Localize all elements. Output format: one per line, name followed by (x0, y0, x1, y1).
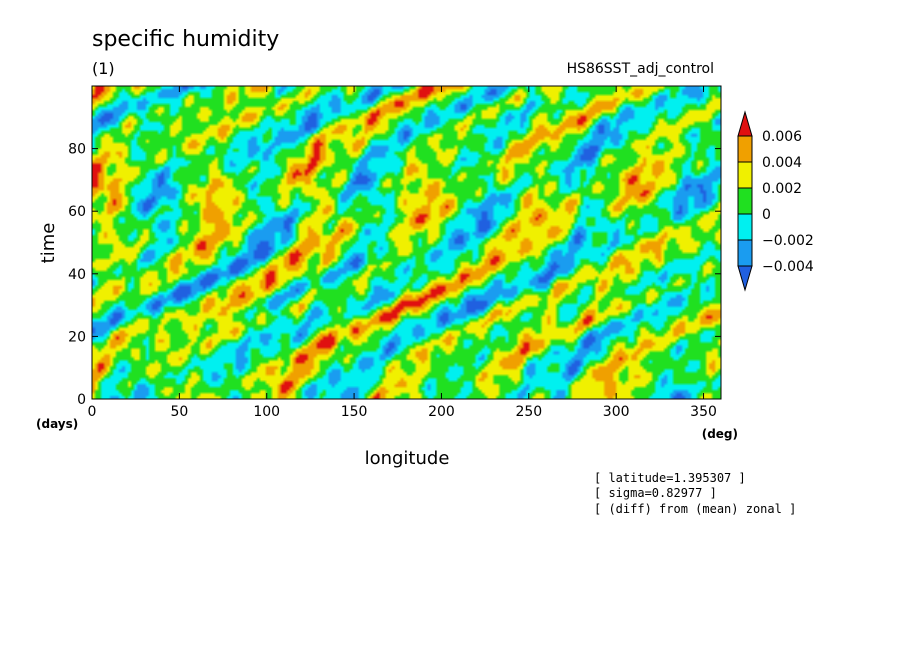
x-tick-label: 200 (428, 404, 455, 420)
colorbar-max-arrow (737, 110, 753, 137)
colorbar-level-label: −0.002 (762, 233, 814, 249)
x-tick-label: 350 (690, 404, 717, 420)
chart-subtitle: (1) (92, 59, 115, 78)
field-raster (92, 86, 721, 399)
y-tick-label: 20 (68, 329, 86, 345)
x-axis-label: longitude (365, 448, 450, 469)
colorbar-box (737, 213, 753, 241)
heatmap-field (92, 86, 721, 399)
colorbar-level-label: 0.004 (762, 155, 802, 171)
colorbar-level-label: −0.004 (762, 259, 814, 275)
y-tick-label: 60 (68, 204, 86, 220)
y-tick-label: 0 (77, 392, 86, 408)
colorbar-level-label: 0 (762, 207, 771, 223)
colorbar: 0.006 0.004 0.002 0 −0.002 −0.004 (737, 110, 814, 292)
y-tick-label: 40 (68, 267, 86, 283)
y-tick-label: 80 (68, 142, 86, 158)
colorbar-box (737, 161, 753, 189)
colorbar-box (737, 135, 753, 163)
chart-title: specific humidity (92, 27, 279, 52)
x-tick-label: 50 (170, 404, 188, 420)
plot-area (91, 85, 722, 400)
x-tick-label: 300 (603, 404, 630, 420)
y-axis-label: time (38, 223, 59, 264)
x-tick-label: 250 (515, 404, 542, 420)
colorbar-box (737, 239, 753, 267)
x-axis-unit: (deg) (702, 427, 738, 441)
plot-frame (91, 85, 722, 400)
x-axis: 0 50 100 150 200 250 300 350 (88, 86, 717, 420)
colorbar-min-arrow (737, 265, 753, 292)
note-latitude: [ latitude=1.395307 ] (594, 471, 746, 485)
y-axis: 0 20 40 60 80 (68, 142, 721, 408)
colorbar-level-label: 0.006 (762, 129, 802, 145)
colorbar-level-label: 0.002 (762, 181, 802, 197)
x-tick-label: 0 (88, 404, 97, 420)
note-sigma: [ sigma=0.82977 ] (594, 486, 717, 500)
colorbar-box (737, 187, 753, 215)
x-tick-label: 150 (341, 404, 368, 420)
x-tick-label: 100 (253, 404, 280, 420)
experiment-label: HS86SST_adj_control (567, 61, 714, 77)
y-axis-unit: (days) (36, 417, 78, 431)
note-diff: [ (diff) from (mean) zonal ] (594, 502, 796, 516)
